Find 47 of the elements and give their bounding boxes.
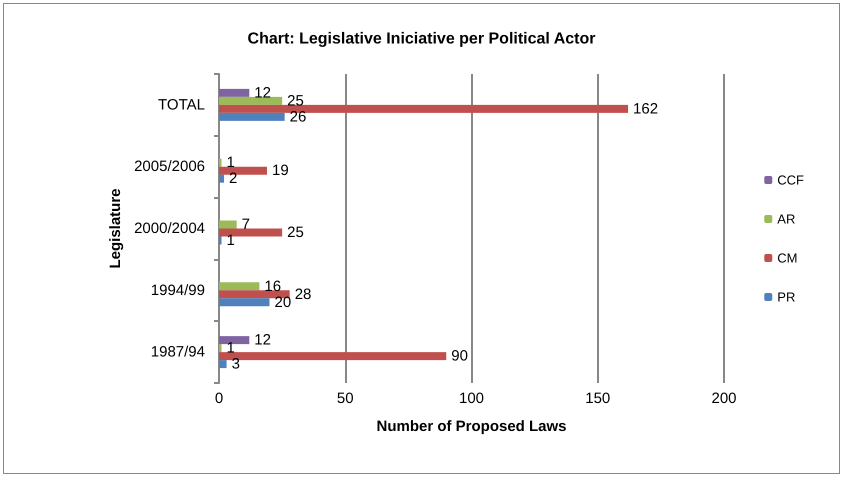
data-label: 25 <box>287 92 304 110</box>
bar <box>219 112 285 121</box>
bar <box>219 158 222 167</box>
legend-label: AR <box>777 212 796 226</box>
data-label: 12 <box>254 332 271 349</box>
bar <box>219 236 222 244</box>
data-label: 1 <box>226 154 235 172</box>
x-tick-label: 100 <box>458 390 484 407</box>
data-label: 162 <box>633 100 658 118</box>
x-tick-label: 50 <box>336 390 354 407</box>
bar <box>219 282 260 290</box>
bar <box>219 344 222 352</box>
bar <box>219 360 227 368</box>
data-label: 28 <box>294 286 312 303</box>
data-label: 26 <box>290 108 306 126</box>
bar <box>219 220 237 228</box>
bar <box>219 88 250 97</box>
legend-label: CCF <box>777 172 804 188</box>
x-axis-title: Number of Proposed Laws <box>376 418 567 435</box>
legend-label: PR <box>777 290 796 304</box>
legend-label: CM <box>777 250 798 266</box>
data-label: 25 <box>287 224 304 241</box>
y-tick-label: TOTAL <box>158 96 205 114</box>
data-label: 16 <box>264 278 282 295</box>
x-tick-label: 200 <box>711 390 737 407</box>
y-axis-title: Legislature <box>107 188 124 269</box>
y-tick-label: 1994/99 <box>150 282 205 299</box>
data-label: 12 <box>254 84 271 102</box>
chart-title: Chart: Legislative Iniciative per Political Actor <box>248 30 596 48</box>
data-label: 20 <box>274 294 292 311</box>
bar <box>219 290 290 298</box>
y-tick-label: 2000/2004 <box>134 220 205 237</box>
data-label: 3 <box>232 356 240 373</box>
bar <box>219 96 282 105</box>
data-label: 19 <box>272 162 289 180</box>
bar <box>219 228 282 236</box>
bar <box>219 298 270 306</box>
data-label: 90 <box>451 348 468 365</box>
x-tick-label: 150 <box>585 390 610 407</box>
data-label: 2 <box>229 170 238 188</box>
x-tick-label: 0 <box>214 390 224 407</box>
y-tick-label: 2005/2006 <box>134 158 205 176</box>
bar <box>219 104 628 113</box>
bar <box>219 174 224 183</box>
data-label: 1 <box>226 340 235 357</box>
data-label: 1 <box>226 232 235 249</box>
y-tick-label: 1987/94 <box>150 344 205 361</box>
